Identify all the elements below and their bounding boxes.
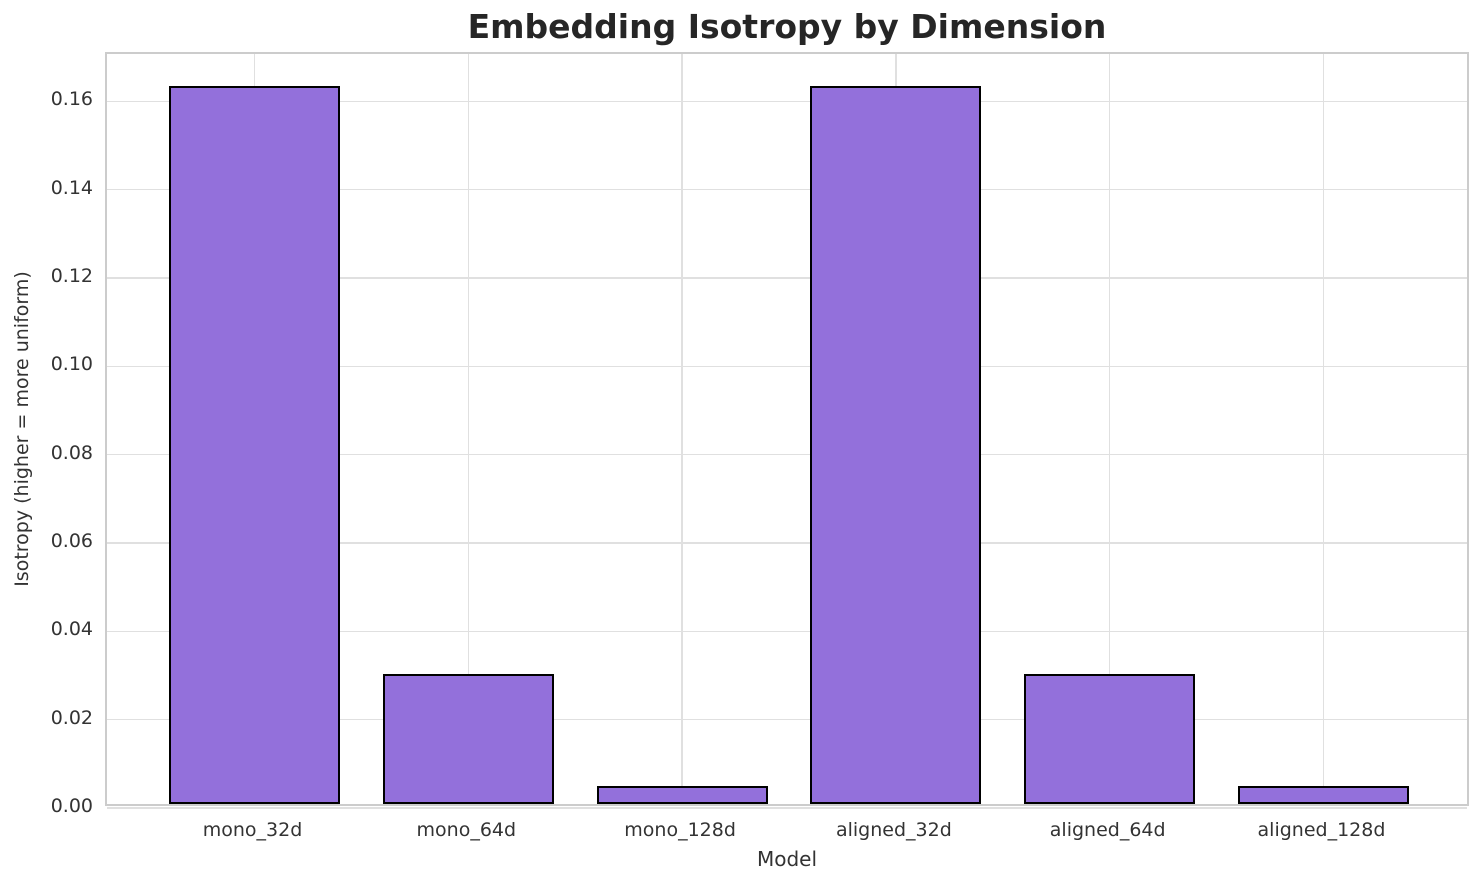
x-tick-label: mono_32d [202, 819, 303, 841]
y-tick-label: 0.14 [50, 176, 93, 199]
y-gridline [107, 365, 1467, 368]
y-gridline [107, 542, 1467, 544]
bar-mono_64d [382, 674, 554, 804]
x-tick-label: mono_128d [624, 819, 736, 841]
bar-aligned_64d [1024, 674, 1196, 804]
x-tick-label: aligned_64d [1049, 819, 1166, 841]
bar-mono_32d [169, 86, 341, 804]
y-tick-label: 0.02 [50, 706, 93, 729]
y-tick-label: 0.16 [50, 88, 93, 111]
x-tick-label: aligned_128d [1257, 819, 1386, 841]
chart-title: Embedding Isotropy by Dimension [467, 7, 1107, 46]
x-gridline [1322, 54, 1325, 804]
x-gridline [1108, 54, 1111, 804]
y-gridline [107, 188, 1467, 191]
y-tick-label: 0.04 [50, 618, 93, 641]
plot-area [105, 52, 1469, 809]
x-axis-label: Model [756, 847, 818, 871]
bar-aligned_32d [810, 86, 982, 804]
y-gridline [107, 807, 1467, 809]
y-gridline [107, 630, 1467, 633]
y-tick-label: 0.12 [50, 264, 93, 287]
x-tick-label: aligned_32d [835, 819, 952, 841]
y-gridline [107, 453, 1467, 456]
bar-mono_128d [596, 785, 768, 804]
y-tick-label: 0.00 [50, 795, 93, 817]
y-tick-label: 0.10 [50, 353, 93, 376]
y-gridline [107, 277, 1467, 279]
bar-aligned_128d [1237, 785, 1409, 804]
y-tick-label: 0.08 [50, 441, 93, 464]
y-tick-label: 0.06 [50, 529, 93, 552]
y-gridline [107, 100, 1467, 102]
x-gridline [467, 54, 470, 804]
x-tick-label: mono_64d [416, 819, 517, 841]
y-gridline [107, 718, 1467, 721]
x-gridline [681, 54, 683, 804]
